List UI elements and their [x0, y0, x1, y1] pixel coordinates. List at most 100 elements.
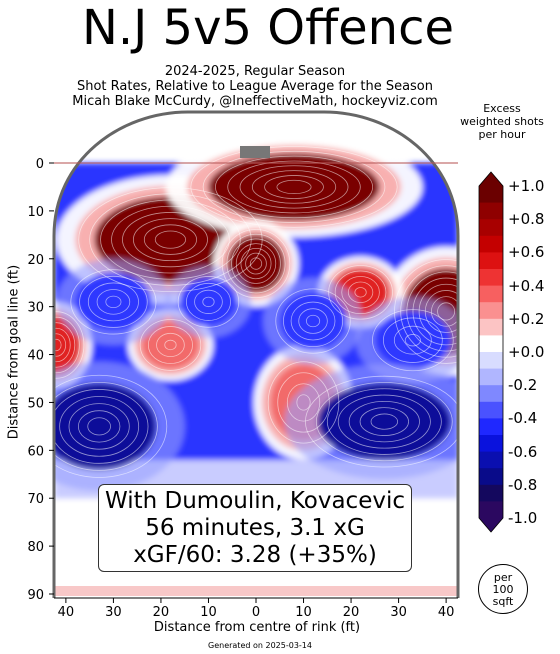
colorbar-tick-label: -0.2: [508, 376, 538, 395]
heat-spot: [54, 383, 157, 470]
contour-line: [298, 308, 328, 334]
colorbar-band: [479, 451, 503, 469]
colorbar-band: [479, 501, 503, 519]
contour-line: [54, 381, 158, 471]
colorbar-band: [479, 285, 503, 303]
y-tick-label: 10: [27, 205, 44, 220]
info-players: With Dumoulin, Kovacevic: [104, 488, 405, 514]
contour-line: [87, 282, 139, 322]
contour-line: [156, 332, 185, 358]
colorbar-tick-label: +0.6: [508, 243, 545, 262]
colorbar-band: [479, 484, 503, 502]
contour-line: [404, 334, 421, 347]
y-tick-label: 60: [27, 444, 44, 459]
contour-line: [249, 257, 263, 270]
contour-line: [215, 155, 374, 219]
colorbar-band: [479, 235, 503, 253]
y-tick-label: 80: [27, 540, 44, 555]
contour-line: [221, 229, 291, 299]
colorbar-band: [479, 202, 503, 220]
contour-line: [54, 316, 80, 374]
contour-line: [111, 205, 230, 274]
contour-line: [87, 417, 111, 436]
contour-line: [54, 322, 76, 368]
contour-line: [264, 175, 324, 199]
contour-line: [277, 372, 330, 433]
colorbar-band: [479, 269, 503, 287]
subtitle-credit: Micah Blake McCurdy, @IneffectiveMath, h…: [72, 94, 438, 109]
colorbar-title-line: weighted shots: [460, 115, 544, 128]
contour-line: [79, 275, 148, 328]
colorbar-band: [479, 335, 503, 353]
y-tick-label: 20: [27, 253, 44, 268]
contour-line: [372, 309, 454, 372]
colorbar-tick-label: +1.0: [508, 177, 545, 195]
heat-spot: [179, 277, 237, 326]
contour-line: [105, 295, 122, 309]
x-tick-label: 20: [153, 605, 170, 620]
contour-line: [77, 410, 121, 443]
heat-spot: [279, 292, 347, 350]
contour-line: [328, 265, 393, 320]
contour-line: [226, 233, 286, 294]
colorbar-title-line: Excess: [483, 102, 521, 115]
y-axis-label: Distance from goal line (ft): [6, 264, 22, 440]
contour-line: [132, 218, 208, 262]
x-tick-label: 10: [200, 605, 217, 620]
rink-bottom-band: [54, 586, 458, 596]
subtitle-description: Shot Rates, Relative to League Average f…: [76, 79, 434, 94]
x-tick-label: 10: [295, 605, 312, 620]
colorbar-band: [479, 219, 503, 237]
colorbar-tick-label: -0.4: [508, 409, 538, 428]
y-tick-label: 30: [27, 301, 44, 316]
contour-line: [283, 295, 344, 348]
contour-line: [406, 271, 458, 352]
contour-line: [245, 252, 267, 275]
heat-spot: [141, 321, 199, 369]
contour-line: [251, 170, 337, 204]
colorbar-band: [479, 302, 503, 320]
contour-line: [315, 382, 453, 462]
heat-spot: [227, 234, 285, 293]
contour-line: [202, 296, 215, 308]
colorbar-top-arrow: [479, 172, 503, 186]
contour-line: [354, 287, 367, 298]
contour-line: [54, 333, 67, 357]
x-tick-label: 30: [390, 605, 407, 620]
contour-line: [59, 396, 140, 457]
heat-spot: [374, 311, 451, 369]
colorbar-title: Excess weighted shots per hour: [452, 102, 552, 141]
colorbar-band: [479, 352, 503, 370]
colorbar-title-line: per hour: [478, 128, 526, 141]
contour-line: [235, 243, 277, 284]
colorbar-band: [479, 468, 503, 486]
contour-line: [305, 375, 458, 468]
contour-line: [348, 400, 420, 443]
colorbar-band: [479, 418, 503, 436]
unit-per: per: [493, 571, 513, 584]
unit-sqft: sqft: [492, 595, 514, 608]
unit-badge: per 100 sqft: [478, 564, 528, 614]
contour-line: [326, 388, 442, 455]
y-tick-label: 40: [27, 349, 44, 364]
contour-line: [147, 326, 193, 364]
colorbar-band: [479, 318, 503, 336]
contour-line: [143, 224, 197, 255]
generated-note: Generated on 2025-03-14: [208, 641, 312, 650]
colorbar-band: [479, 401, 503, 419]
contour-line: [267, 361, 340, 444]
contour-line: [296, 394, 311, 411]
contour-line: [202, 150, 386, 223]
x-tick-label: 20: [343, 605, 360, 620]
colorbar-band: [479, 368, 503, 386]
contour-line: [194, 289, 223, 314]
colorbar-band: [479, 385, 503, 403]
contour-line: [341, 276, 380, 309]
y-tick-label: 70: [27, 492, 44, 507]
y-tick-label: 50: [27, 396, 44, 411]
contour-line: [276, 179, 312, 195]
contour-line: [382, 317, 443, 363]
contour-line: [275, 288, 351, 354]
colorbar-outline: [478, 171, 504, 533]
